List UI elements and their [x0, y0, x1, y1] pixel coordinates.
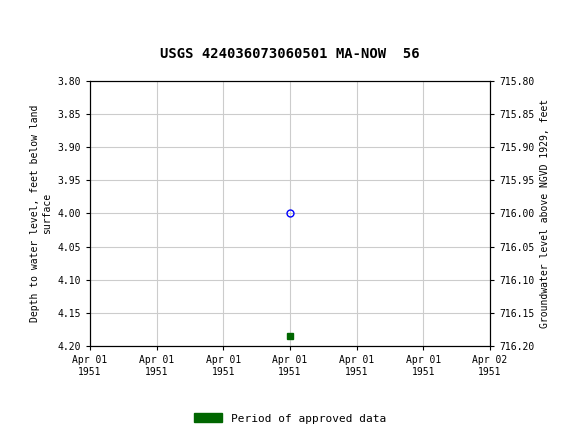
Text: USGS 424036073060501 MA-NOW  56: USGS 424036073060501 MA-NOW 56 — [160, 47, 420, 61]
Text: ≋USGS: ≋USGS — [12, 10, 82, 28]
Legend: Period of approved data: Period of approved data — [190, 409, 390, 428]
Y-axis label: Depth to water level, feet below land
surface: Depth to water level, feet below land su… — [30, 105, 52, 322]
Y-axis label: Groundwater level above NGVD 1929, feet: Groundwater level above NGVD 1929, feet — [540, 99, 550, 328]
